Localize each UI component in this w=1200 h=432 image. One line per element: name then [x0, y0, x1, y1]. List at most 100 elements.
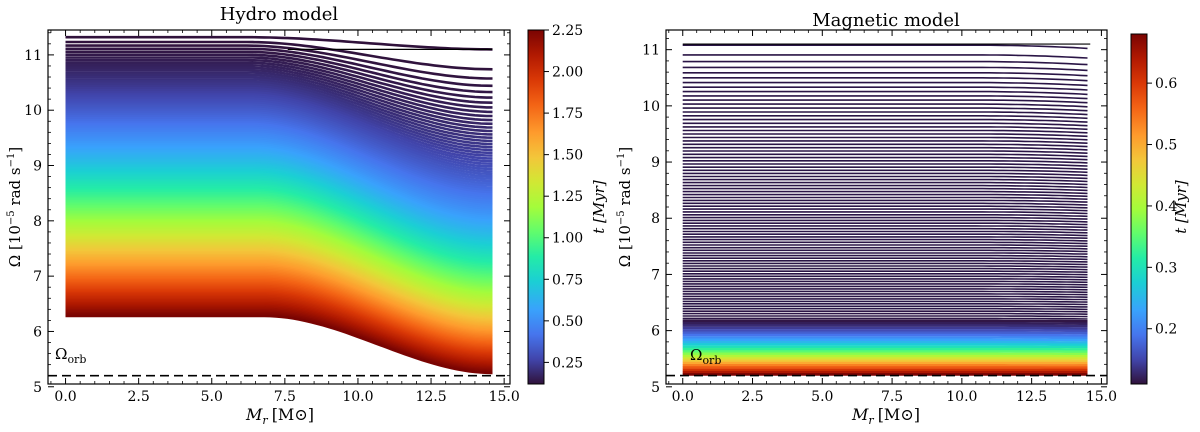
hydro-curve	[65, 148, 493, 224]
hydro-plot-frame	[47, 29, 511, 385]
magnetic-curve	[682, 107, 1088, 112]
hydro-curve	[65, 78, 493, 139]
hydro-curve	[65, 180, 493, 257]
hydro-cbar-tick-label: 1.00	[552, 231, 583, 247]
magnetic-omega-orb-label: Ωorb	[690, 346, 721, 367]
hydro-curve	[65, 156, 493, 233]
magnetic-curve	[682, 150, 1088, 154]
magnetic-curve	[682, 90, 1088, 96]
magnetic-curve	[682, 236, 1088, 239]
magnetic-curve	[682, 133, 1088, 138]
magnetic-curve	[682, 205, 1088, 209]
hydro-curve	[65, 103, 493, 173]
hydro-curve	[65, 217, 493, 292]
magnetic-curve	[682, 265, 1088, 268]
magnetic-xtick-label: 7.5	[881, 389, 903, 405]
magnetic-curve	[682, 252, 1088, 255]
magnetic-curve	[682, 160, 1088, 164]
hydro-curve	[65, 75, 493, 136]
hydro-y-axis-label: Ω [10−5 rad s−1]	[6, 147, 24, 267]
hydro-ytick-label: 11	[24, 48, 42, 64]
magnetic-curve	[682, 163, 1088, 167]
hydro-curve	[65, 223, 493, 298]
magnetic-curve	[682, 122, 1088, 127]
hydro-curve	[65, 249, 493, 321]
hydro-curve	[65, 190, 493, 267]
magnetic-curve	[682, 146, 1088, 151]
magnetic-curve	[682, 272, 1088, 276]
hydro-curve	[65, 47, 493, 88]
magnetic-curve	[682, 295, 1088, 298]
hydro-curve	[65, 220, 493, 295]
hydro-curve	[65, 84, 493, 149]
magnetic-curve	[682, 166, 1088, 170]
magnetic-curve	[682, 300, 1088, 303]
hydro-curve	[65, 86, 493, 152]
hydro-curve	[65, 73, 493, 133]
hydro-colorbar: 0.25 0.50 0.75 1.00 1.25 1.50 1.75 2.00 2.25 t […	[527, 23, 608, 385]
magnetic-curve	[682, 324, 1088, 328]
magnetic-curve	[682, 241, 1088, 245]
hydro-cbar-tick-label: 1.50	[552, 148, 583, 164]
magnetic-curve	[682, 103, 1088, 108]
magnetic-curve	[682, 208, 1088, 212]
magnetic-curve	[682, 254, 1088, 258]
hydro-curve	[65, 162, 493, 239]
magnetic-curve	[682, 54, 1088, 59]
magnetic-curve	[682, 267, 1088, 271]
hydro-curve	[65, 80, 493, 143]
magnetic-curve	[682, 126, 1088, 131]
hydro-colorbar-ticks: 0.25 0.50 0.75 1.00 1.25 1.50 1.75 2.00 2.25	[544, 23, 583, 371]
magnetic-curve	[682, 315, 1088, 318]
magnetic-curve	[682, 190, 1088, 195]
hydro-curve	[65, 126, 493, 200]
hydro-curve	[65, 168, 493, 246]
hydro-curve	[65, 144, 493, 220]
hydro-cbar-tick-label: 1.25	[552, 189, 583, 205]
hydro-cbar-tick-label: 2.25	[552, 23, 583, 39]
magnetic-curve	[682, 270, 1088, 273]
magnetic-panel: Magnetic model Ωorb 0.0 2.5 5.0 7.5 10.0 12.5…	[616, 10, 1190, 427]
hydro-curve	[65, 226, 493, 300]
magnetic-cbar-tick-label: 0.4	[1155, 199, 1177, 215]
hydro-curve	[65, 68, 493, 126]
magnetic-curve	[682, 302, 1088, 306]
magnetic-curve	[682, 214, 1088, 218]
hydro-panel: Hydro model Ωorb 0.0 2.5 5.0 7.5 10.0 12.5 15.…	[6, 4, 608, 427]
magnetic-curve	[682, 278, 1088, 281]
hydro-ytick-label: 8	[33, 214, 42, 230]
hydro-x-axis-label: Mr [M⊙]	[245, 405, 314, 427]
magnetic-cbar-tick-label: 0.6	[1155, 76, 1177, 92]
hydro-xtick-label: 0.0	[54, 389, 76, 405]
hydro-curve	[65, 40, 493, 71]
magnetic-curve	[682, 227, 1088, 231]
magnetic-curve	[682, 305, 1088, 308]
hydro-curve	[65, 160, 493, 237]
hydro-axis-ticks: 0.0 2.5 5.0 7.5 10.0 12.5 15.0 5 6 7 8 9 10 11	[24, 30, 520, 405]
hydro-curve	[65, 66, 493, 122]
magnetic-xtick-label: 12.5	[1016, 389, 1047, 405]
hydro-curve	[65, 119, 493, 192]
hydro-curve	[65, 203, 493, 279]
magnetic-curve	[682, 319, 1088, 323]
magnetic-curve	[682, 202, 1088, 206]
hydro-xtick-label: 15.0	[489, 389, 520, 405]
hydro-curve	[65, 214, 493, 289]
hydro-xtick-label: 2.5	[128, 389, 150, 405]
magnetic-y-axis-label: Ω [10−5 rad s−1]	[616, 147, 634, 267]
hydro-curve	[65, 91, 493, 157]
hydro-curve	[65, 130, 493, 205]
hydro-curve	[65, 198, 493, 274]
magnetic-curve	[682, 181, 1088, 186]
magnetic-curve	[682, 290, 1088, 294]
magnetic-curve	[682, 169, 1088, 174]
hydro-curve	[65, 151, 493, 228]
magnetic-curve	[682, 184, 1088, 189]
hydro-curve	[65, 188, 493, 265]
magnetic-x-axis-label: Mr [M⊙]	[851, 405, 920, 427]
magnetic-curve	[682, 199, 1088, 203]
magnetic-curve	[682, 66, 1088, 72]
hydro-curve	[65, 155, 493, 232]
magnetic-curve	[682, 298, 1088, 301]
magnetic-curve	[682, 326, 1088, 330]
